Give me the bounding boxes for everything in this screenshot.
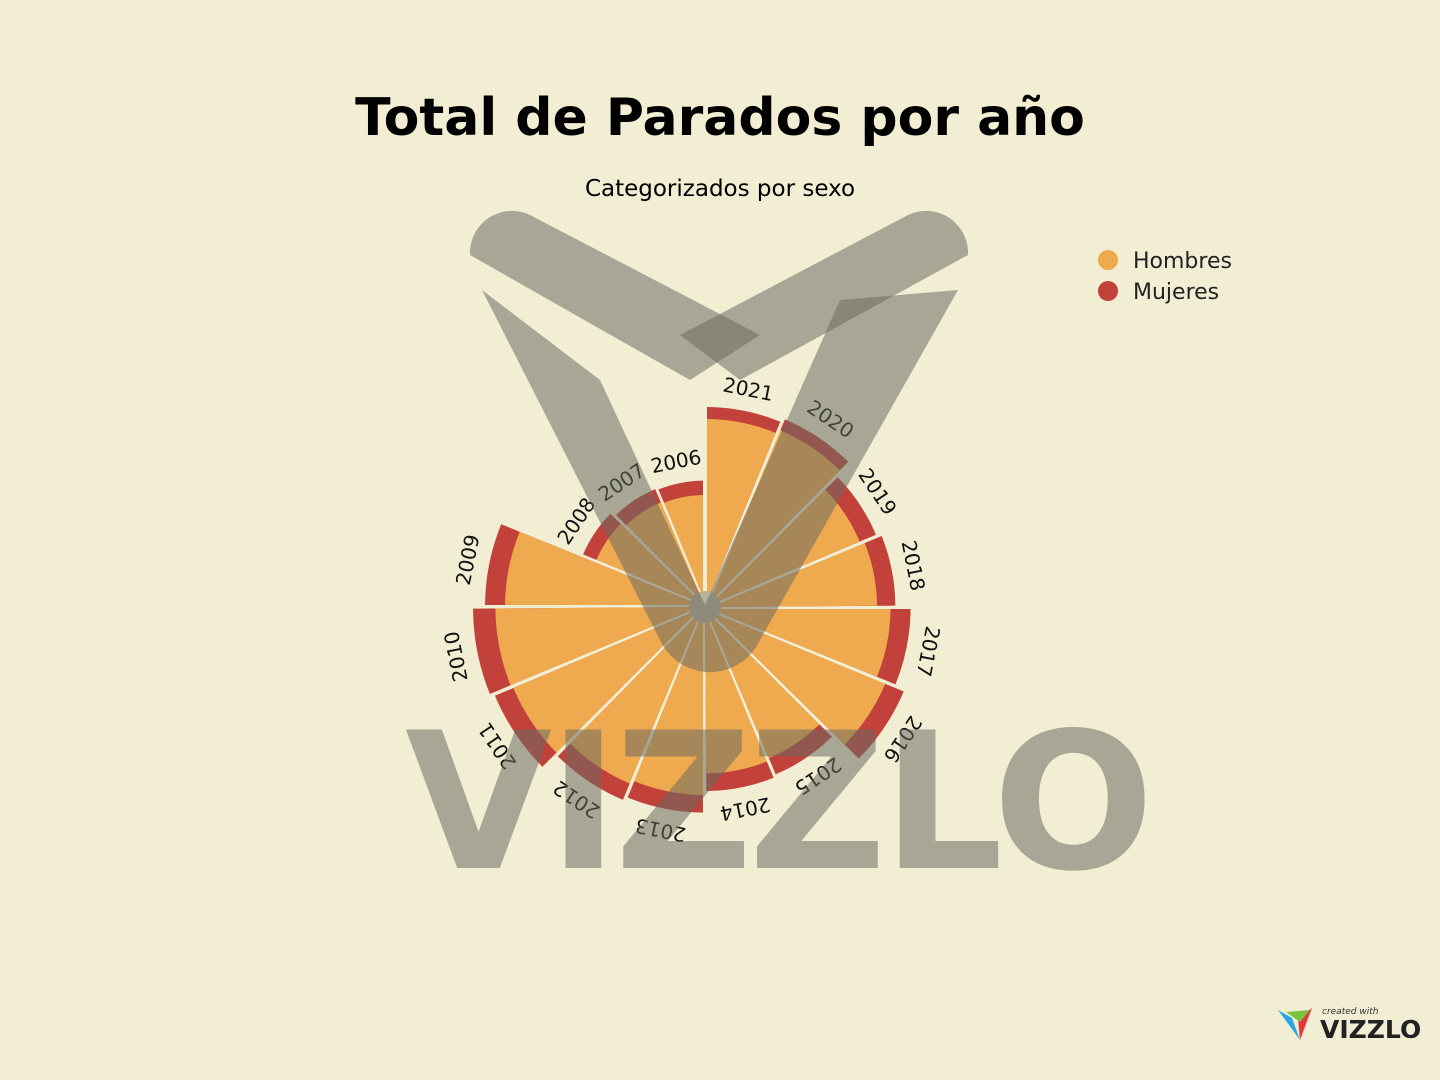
legend-swatch-hombres (1098, 250, 1118, 270)
chart-subtitle: Categorizados por sexo (585, 176, 855, 202)
vizzlo-logo-icon-part2 (1286, 1010, 1310, 1022)
chart-title: Total de Parados por año (355, 88, 1085, 148)
watermark-text: VIZZLO (405, 692, 1150, 913)
vizzlo-badge: created with VIZZLO (1278, 1007, 1421, 1044)
legend: Hombres Mujeres (1098, 249, 1232, 305)
watermark-ribbon-right (680, 210, 969, 380)
separator-2006 (654, 487, 707, 608)
bar-hombres-2021 (705, 419, 776, 607)
separator-2020 (703, 415, 786, 608)
badge-brand: VIZZLO (1320, 1015, 1421, 1044)
year-label-2018: 2018 (897, 538, 930, 593)
year-label-2010: 2010 (439, 629, 472, 684)
badge-created-with: created with (1322, 1007, 1379, 1017)
year-label-2006: 2006 (649, 445, 704, 478)
vizzlo-logo-icon (1278, 1010, 1300, 1040)
legend-label-hombres: Hombres (1133, 249, 1232, 274)
year-label-2021: 2021 (721, 373, 776, 406)
legend-label-mujeres: Mujeres (1133, 280, 1219, 305)
watermark: VIZZLO (405, 210, 1154, 913)
legend-swatch-mujeres (1098, 281, 1118, 301)
year-label-2009: 2009 (451, 532, 484, 587)
bar-hombres-2011 (513, 607, 705, 754)
watermark-v-shape (482, 290, 958, 673)
year-label-2017: 2017 (911, 624, 944, 679)
